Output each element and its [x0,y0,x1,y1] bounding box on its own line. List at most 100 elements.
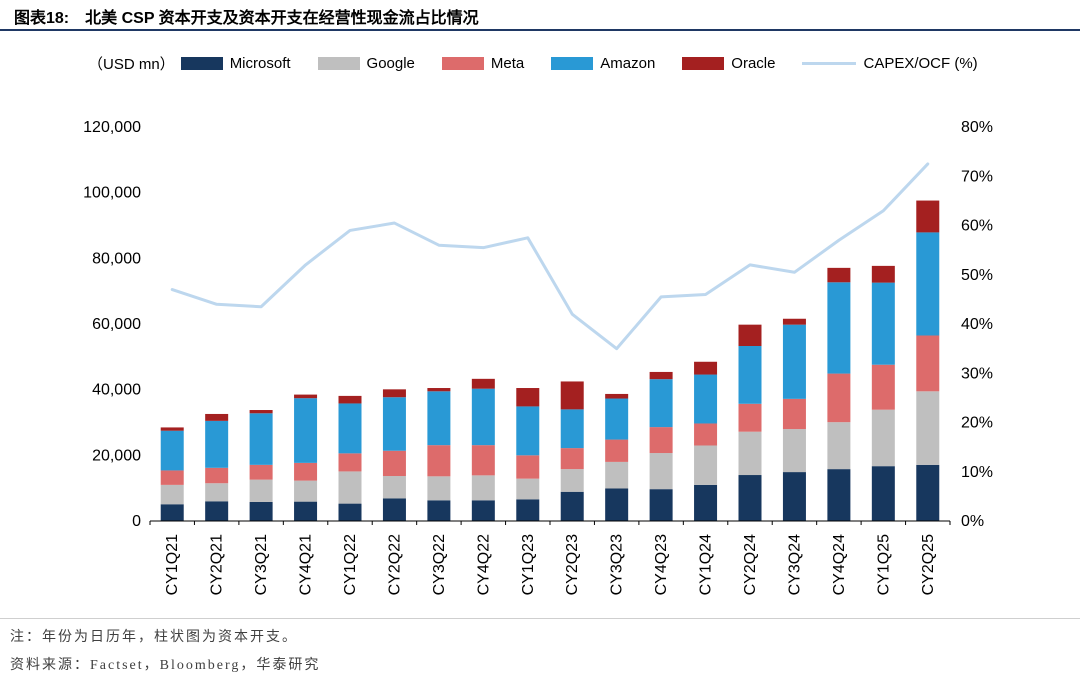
bar-segment-amazon [560,409,584,449]
x-axis-label: CY4Q24 [831,534,848,595]
bar-segment-google [782,429,806,473]
bar-segment-meta [249,464,273,480]
legend-label-amazon: Amazon [600,54,656,72]
bar-segment-meta [205,467,229,484]
left-axis-tick-label: 40,000 [92,382,141,399]
bar-segment-microsoft [605,488,629,521]
right-axis-tick-label: 50% [961,267,993,284]
legend-item-amazon: Amazon [551,55,655,72]
bar-segment-microsoft [827,469,851,521]
bar-segment-amazon [205,420,229,468]
bar-segment-meta [782,398,806,430]
bar-segment-google [560,469,584,492]
bar-segment-microsoft [382,498,406,521]
right-axis-tick-label: 80% [961,119,993,136]
bar-segment-meta [871,364,895,410]
bar-segment-oracle [560,381,584,410]
bar-segment-oracle [605,393,629,399]
bar-segment-microsoft [471,500,495,521]
bar-segment-microsoft [649,489,673,521]
x-axis-label: CY1Q21 [164,534,181,595]
bar-segment-amazon [294,398,318,463]
bar-segment-microsoft [294,501,318,521]
bar-segment-amazon [382,397,406,451]
legend-swatch-meta-icon [441,56,484,70]
bar-segment-meta [160,470,184,485]
x-axis-label: CY2Q22 [386,534,403,595]
x-axis-label: CY4Q22 [475,534,492,595]
x-axis-label: CY2Q25 [920,534,937,595]
bar-segment-oracle [205,413,229,421]
bar-segment-oracle [782,318,806,325]
bar-segment-google [205,483,229,502]
bar-segment-amazon [916,232,940,336]
bar-segment-amazon [827,282,851,374]
left-axis-tick-label: 80,000 [92,250,141,267]
bar-segment-oracle [916,200,940,233]
bar-segment-oracle [160,427,184,431]
legend-swatch-microsoft-icon [180,56,223,70]
bar-segment-oracle [427,388,451,392]
bar-segment-oracle [827,267,851,283]
bar-segment-oracle [738,324,762,346]
legend-item-oracle: Oracle [682,55,775,72]
bar-segment-google [427,476,451,501]
bar-segment-meta [694,423,718,446]
bar-segment-oracle [649,371,673,380]
legend-item-google: Google [317,55,415,72]
bar-segment-microsoft [694,484,718,521]
bar-segment-amazon [471,388,495,446]
bar-segment-google [649,453,673,490]
bar-segment-amazon [649,379,673,428]
right-axis-tick-label: 60% [961,218,993,235]
bar-segment-meta [605,439,629,462]
figure-number: 图表18: [14,9,70,27]
left-axis-tick-label: 20,000 [92,447,141,464]
bar-segment-amazon [249,413,273,465]
x-axis-label: CY3Q22 [431,534,448,595]
capex-ocf-line [170,162,930,351]
bar-segment-google [382,476,406,499]
bar-segment-amazon [427,391,451,446]
source-text: 资料来源：Factset，Bloomberg，华泰研究 [10,658,321,673]
right-axis-tick-label: 20% [961,415,993,432]
x-axis-label: CY4Q23 [653,534,670,595]
bar-segment-microsoft [160,504,184,521]
bar-segment-meta [649,427,673,454]
bar-segment-google [694,445,718,485]
bar-segment-google [160,484,184,505]
bar-segment-meta [338,453,362,472]
bar-segment-amazon [738,346,762,404]
bar-segment-oracle [294,394,318,399]
legend-item-meta: Meta [441,55,524,72]
bar-segment-google [249,479,273,502]
figure-header: 图表18: 北美 CSP 资本开支及资本开支在经营性现金流占比情况 [0,0,1080,31]
legend-swatch-google-icon [317,56,360,70]
bar-segment-amazon [338,403,362,454]
bar-segment-oracle [471,378,495,389]
bar-segment-amazon [516,406,540,456]
bar-segment-microsoft [871,466,895,521]
right-axis-tick-label: 30% [961,365,993,382]
bar-segment-oracle [249,410,273,414]
left-axis-tick-label: 100,000 [83,185,141,202]
x-axis-label: CY3Q21 [253,534,270,595]
left-axis-tick-label: 120,000 [83,119,141,136]
bar-segment-meta [738,403,762,432]
legend-swatch-oracle-icon [682,56,725,70]
bar-segment-google [871,409,895,467]
bar-segment-google [471,475,495,501]
bar-segment-meta [294,462,318,481]
unit-label: （USD mn） [88,55,175,73]
bar-segment-amazon [605,398,629,440]
note-text: 注：年份为日历年，柱状图为资本开支。 [10,630,298,645]
left-axis-tick-label: 0 [132,513,141,530]
x-axis-label: CY4Q21 [298,534,315,595]
x-axis-label: CY2Q21 [209,534,226,595]
bar-segment-microsoft [427,500,451,521]
x-axis-label: CY1Q24 [698,534,715,595]
right-axis-tick-label: 0% [961,513,984,530]
legend-item-microsoft: Microsoft [180,55,291,72]
legend-item-capex-ocf: CAPEX/OCF (%) [802,55,978,72]
